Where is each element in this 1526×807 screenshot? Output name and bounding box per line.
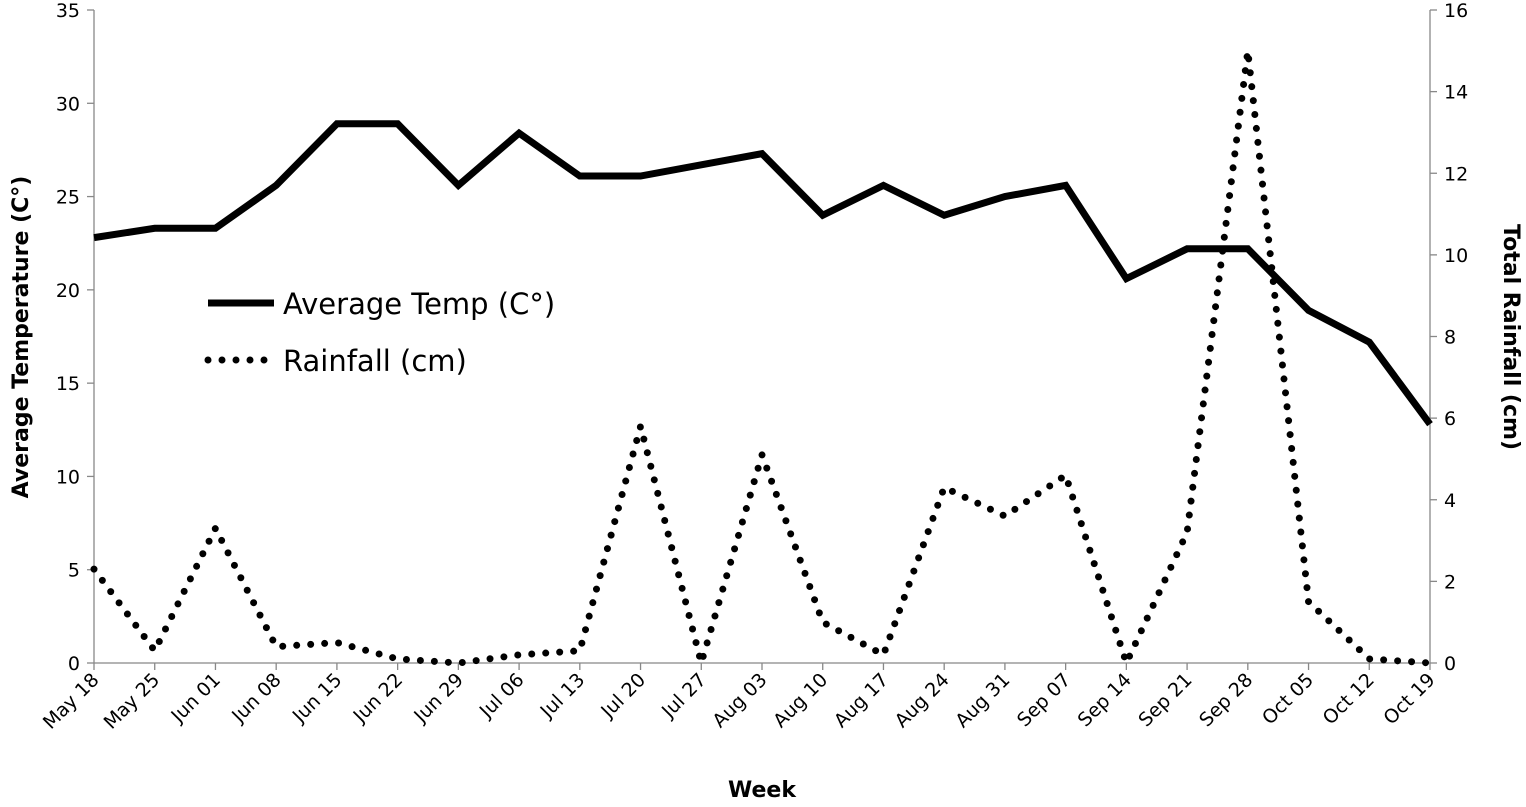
- legend-label: Rainfall (cm): [283, 344, 467, 378]
- x-tick-label: Jul 06: [475, 669, 529, 723]
- x-tick-label: Sep 07: [1013, 669, 1075, 731]
- y-tick-label: 25: [56, 187, 80, 209]
- x-tick-label: Jul 20: [596, 669, 650, 723]
- x-tick-label: Jun 29: [409, 669, 468, 728]
- x-tick-label: Jul 27: [657, 669, 711, 723]
- y2-tick-label: 0: [1444, 653, 1456, 675]
- x-tick-label: Jul 13: [536, 669, 590, 723]
- x-tick-label: Aug 03: [708, 669, 771, 732]
- x-tick-label: Jun 15: [288, 669, 347, 728]
- y-tick-label: 10: [56, 466, 80, 488]
- y2-tick-label: 14: [1444, 82, 1468, 104]
- y-tick-label: 15: [56, 373, 80, 395]
- x-tick-label: Sep 14: [1074, 669, 1136, 731]
- y-axis-title: Average Temperature (C°): [9, 176, 34, 499]
- y2-tick-label: 16: [1444, 0, 1468, 22]
- x-tick-label: Aug 17: [830, 669, 893, 732]
- x-tick-label: May 25: [100, 669, 165, 734]
- x-axis-title: Week: [728, 778, 797, 803]
- y2-axis-title: Total Rainfall (cm): [1498, 224, 1523, 450]
- x-tick-label: Aug 24: [891, 669, 954, 732]
- y2-tick-label: 10: [1444, 245, 1468, 267]
- y-tick-label: 20: [56, 280, 80, 302]
- x-tick-label: Jun 22: [349, 669, 408, 728]
- x-tick-label: Oct 05: [1258, 669, 1318, 729]
- y-tick-label: 30: [56, 93, 80, 115]
- x-tick-label: Aug 31: [951, 669, 1014, 732]
- x-tick-label: Aug 10: [769, 669, 832, 732]
- y2-tick-label: 2: [1444, 571, 1456, 593]
- series-line: [93, 120, 1433, 427]
- y2-tick-label: 12: [1444, 163, 1468, 185]
- legend-label: Average Temp (C°): [283, 287, 555, 321]
- x-tick-label: May 18: [39, 669, 104, 734]
- y-tick-label: 35: [56, 0, 80, 22]
- x-tick-label: Sep 21: [1134, 669, 1196, 731]
- x-tick-label: Sep 28: [1195, 669, 1257, 731]
- x-tick-label: Oct 19: [1379, 669, 1439, 729]
- x-tick-label: Jun 08: [227, 669, 286, 728]
- y2-tick-label: 6: [1444, 408, 1456, 430]
- y-tick-label: 5: [68, 560, 80, 582]
- x-tick-label: Jun 01: [166, 669, 225, 728]
- y2-tick-label: 4: [1444, 490, 1456, 512]
- x-tick-label: Oct 12: [1319, 669, 1379, 729]
- y-tick-label: 0: [68, 653, 80, 675]
- y2-tick-label: 8: [1444, 327, 1456, 349]
- series-line: [90, 50, 1434, 677]
